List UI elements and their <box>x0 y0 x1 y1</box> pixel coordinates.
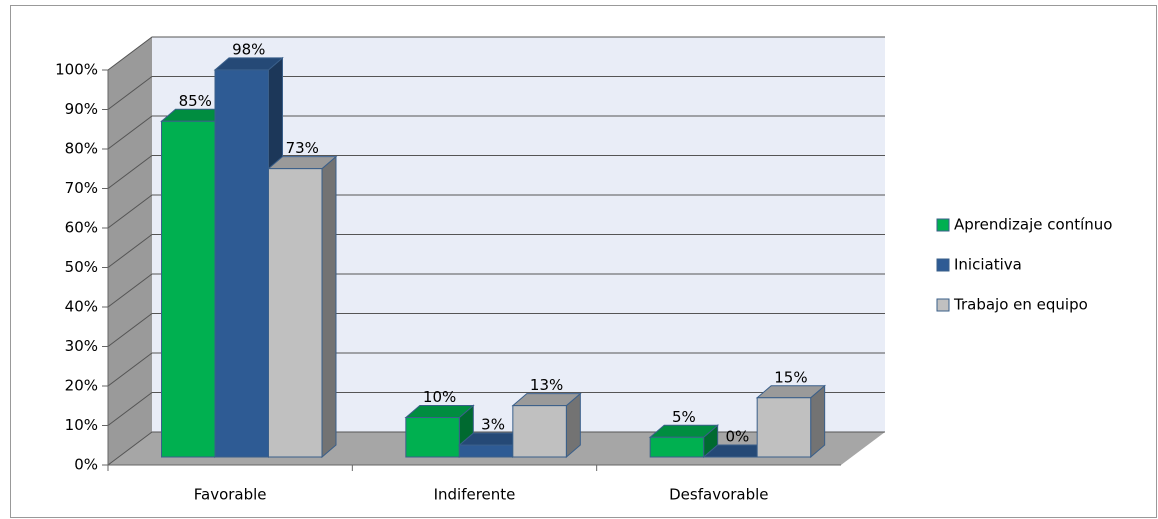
value-label: 15% <box>774 368 807 386</box>
y-tick-label: 30% <box>65 337 98 355</box>
grid-line <box>107 234 885 268</box>
grid-line <box>107 352 885 387</box>
grid-line <box>107 194 885 229</box>
grid-line <box>107 115 885 150</box>
grid-line <box>107 155 885 189</box>
y-tick-label: 100% <box>55 61 98 79</box>
y-tick-label: 40% <box>65 298 98 316</box>
x-tick-label: Desfavorable <box>669 486 768 504</box>
bar <box>512 405 567 458</box>
legend-swatch <box>936 298 950 312</box>
y-tick-label: 10% <box>65 416 98 434</box>
x-tick-label: Indiferente <box>434 486 516 504</box>
value-label: 3% <box>481 416 505 434</box>
bars <box>160 56 827 459</box>
grid-line <box>107 273 885 308</box>
y-tick-label: 60% <box>65 219 98 237</box>
value-label: 5% <box>672 408 696 426</box>
legend-swatch <box>936 218 950 232</box>
y-tick-label: 20% <box>65 377 98 395</box>
bar <box>649 436 705 458</box>
grid-line <box>107 392 885 426</box>
bar <box>268 168 323 458</box>
grid-line <box>107 76 885 110</box>
grid <box>107 36 885 466</box>
legend-label: Trabajo en equipo <box>953 296 1088 314</box>
legend-swatch <box>936 258 950 272</box>
y-tick-label: 80% <box>65 140 98 158</box>
bar <box>214 69 269 458</box>
x-tick-label: Favorable <box>194 486 267 504</box>
value-label: 10% <box>423 388 456 406</box>
value-label: 85% <box>179 92 212 110</box>
value-label: 0% <box>726 428 750 446</box>
bar-side <box>321 155 337 459</box>
value-label: 13% <box>530 376 563 394</box>
grid-line <box>107 431 885 466</box>
y-tick-label: 70% <box>65 179 98 197</box>
y-tick-label: 90% <box>65 100 98 118</box>
grid-line <box>107 313 885 347</box>
legend-label: Iniciativa <box>954 256 1022 274</box>
y-tick-label: 50% <box>65 258 98 276</box>
grid-line <box>107 36 885 71</box>
bar <box>756 397 812 458</box>
bar <box>161 120 216 458</box>
value-label: 98% <box>232 40 265 58</box>
legend-label: Aprendizaje contínuo <box>954 216 1112 234</box>
value-label: 73% <box>286 139 319 157</box>
bar <box>458 444 514 458</box>
legend: Aprendizaje contínuo Iniciativa Trabajo en… <box>936 216 1112 314</box>
y-tick-label: 0% <box>74 456 98 474</box>
bar <box>405 417 460 458</box>
